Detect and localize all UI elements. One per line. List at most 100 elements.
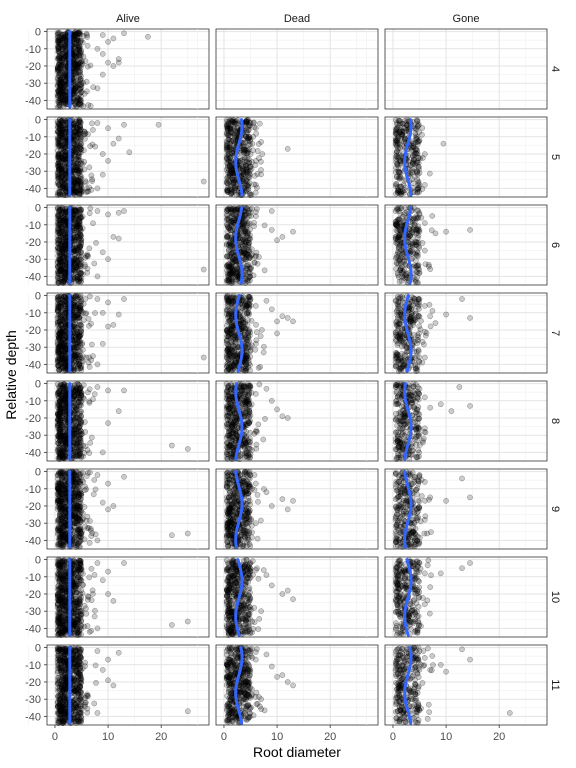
- data-point: [61, 255, 68, 262]
- data-point: [61, 211, 67, 217]
- data-point: [77, 228, 84, 234]
- outlier-point: [416, 211, 423, 218]
- data-point: [60, 191, 66, 198]
- data-point: [76, 219, 83, 225]
- data-point: [55, 302, 62, 309]
- y-tick-label: -40: [25, 95, 41, 107]
- data-point: [414, 118, 420, 124]
- data-point: [85, 359, 92, 366]
- data-point: [89, 341, 95, 348]
- outlier-point: [115, 135, 122, 142]
- data-point: [399, 222, 405, 228]
- data-point: [76, 169, 82, 176]
- data-point: [429, 213, 436, 219]
- data-point: [57, 78, 64, 85]
- y-tick-label: -30: [25, 166, 41, 178]
- data-point: [246, 159, 253, 166]
- data-point: [57, 262, 63, 268]
- facet-panel: [366, 292, 548, 375]
- data-point: [76, 339, 82, 345]
- data-point: [240, 301, 246, 308]
- data-point: [58, 151, 65, 158]
- data-point: [223, 327, 230, 334]
- data-point: [258, 158, 264, 165]
- data-point: [63, 158, 69, 164]
- outlier-point: [105, 125, 111, 131]
- data-point: [56, 54, 63, 61]
- y-tick-label: -40: [25, 359, 41, 371]
- data-point: [244, 345, 251, 351]
- data-point: [225, 357, 232, 363]
- column-strip-label: Gone: [453, 13, 480, 25]
- outlier-point: [284, 315, 291, 321]
- data-point: [77, 96, 84, 103]
- outlier-point: [110, 35, 117, 42]
- data-point: [84, 253, 91, 260]
- data-point: [80, 301, 87, 307]
- facet-panel: [197, 204, 379, 287]
- outlier-point: [155, 121, 162, 128]
- outlier-point: [110, 140, 117, 147]
- data-point: [229, 339, 235, 346]
- data-point: [59, 312, 66, 319]
- data-point: [56, 103, 62, 110]
- data-point: [82, 178, 89, 184]
- outlier-point: [99, 71, 106, 78]
- data-point: [86, 210, 93, 217]
- data-point: [84, 42, 91, 49]
- data-point: [240, 147, 247, 153]
- data-point: [396, 216, 403, 222]
- data-point: [227, 163, 234, 170]
- data-point: [73, 344, 80, 350]
- outlier-point: [440, 140, 447, 147]
- outlier-point: [274, 318, 280, 325]
- data-point: [254, 206, 260, 212]
- data-point: [224, 261, 231, 268]
- data-point: [55, 136, 62, 143]
- column-strip-label: Dead: [284, 13, 310, 25]
- data-point: [226, 346, 233, 353]
- data-point: [76, 362, 83, 368]
- data-point: [60, 44, 67, 51]
- data-point: [83, 78, 90, 85]
- data-point: [246, 300, 252, 307]
- data-point: [410, 180, 417, 187]
- data-point: [226, 118, 233, 125]
- data-point: [90, 353, 96, 359]
- data-point: [254, 329, 260, 336]
- y-tick-label: 0: [35, 203, 41, 215]
- data-point: [71, 329, 78, 336]
- data-point: [247, 190, 253, 197]
- data-point: [254, 148, 261, 154]
- data-point: [75, 60, 82, 66]
- data-point: [62, 74, 68, 80]
- data-point: [55, 190, 61, 196]
- y-tick-label: -10: [25, 308, 41, 320]
- outlier-point: [432, 230, 439, 237]
- column-strip-label: Alive: [116, 13, 140, 25]
- outlier-point: [94, 45, 101, 52]
- outlier-point: [94, 361, 101, 368]
- data-point: [73, 207, 79, 214]
- outlier-point: [422, 220, 428, 226]
- outlier-point: [422, 151, 428, 157]
- y-tick-label: -40: [25, 271, 41, 283]
- data-point: [393, 131, 400, 137]
- data-point: [55, 362, 61, 369]
- data-point: [246, 332, 253, 339]
- data-point: [252, 189, 259, 196]
- data-point: [78, 73, 84, 79]
- data-point: [78, 329, 84, 335]
- y-tick-label: 0: [35, 27, 41, 39]
- data-point: [229, 217, 236, 224]
- data-point: [62, 328, 68, 335]
- panel-grid: Alive Dead Gone40-10-20-30-4050-10-20-30-4…: [25, 13, 561, 743]
- outlier-point: [290, 318, 296, 325]
- data-point: [75, 50, 82, 57]
- outlier-point: [279, 234, 286, 240]
- outlier-point: [290, 228, 296, 235]
- data-point: [226, 241, 232, 248]
- data-point: [62, 82, 69, 88]
- row-strip-label: 7: [549, 330, 561, 336]
- data-point: [409, 234, 416, 240]
